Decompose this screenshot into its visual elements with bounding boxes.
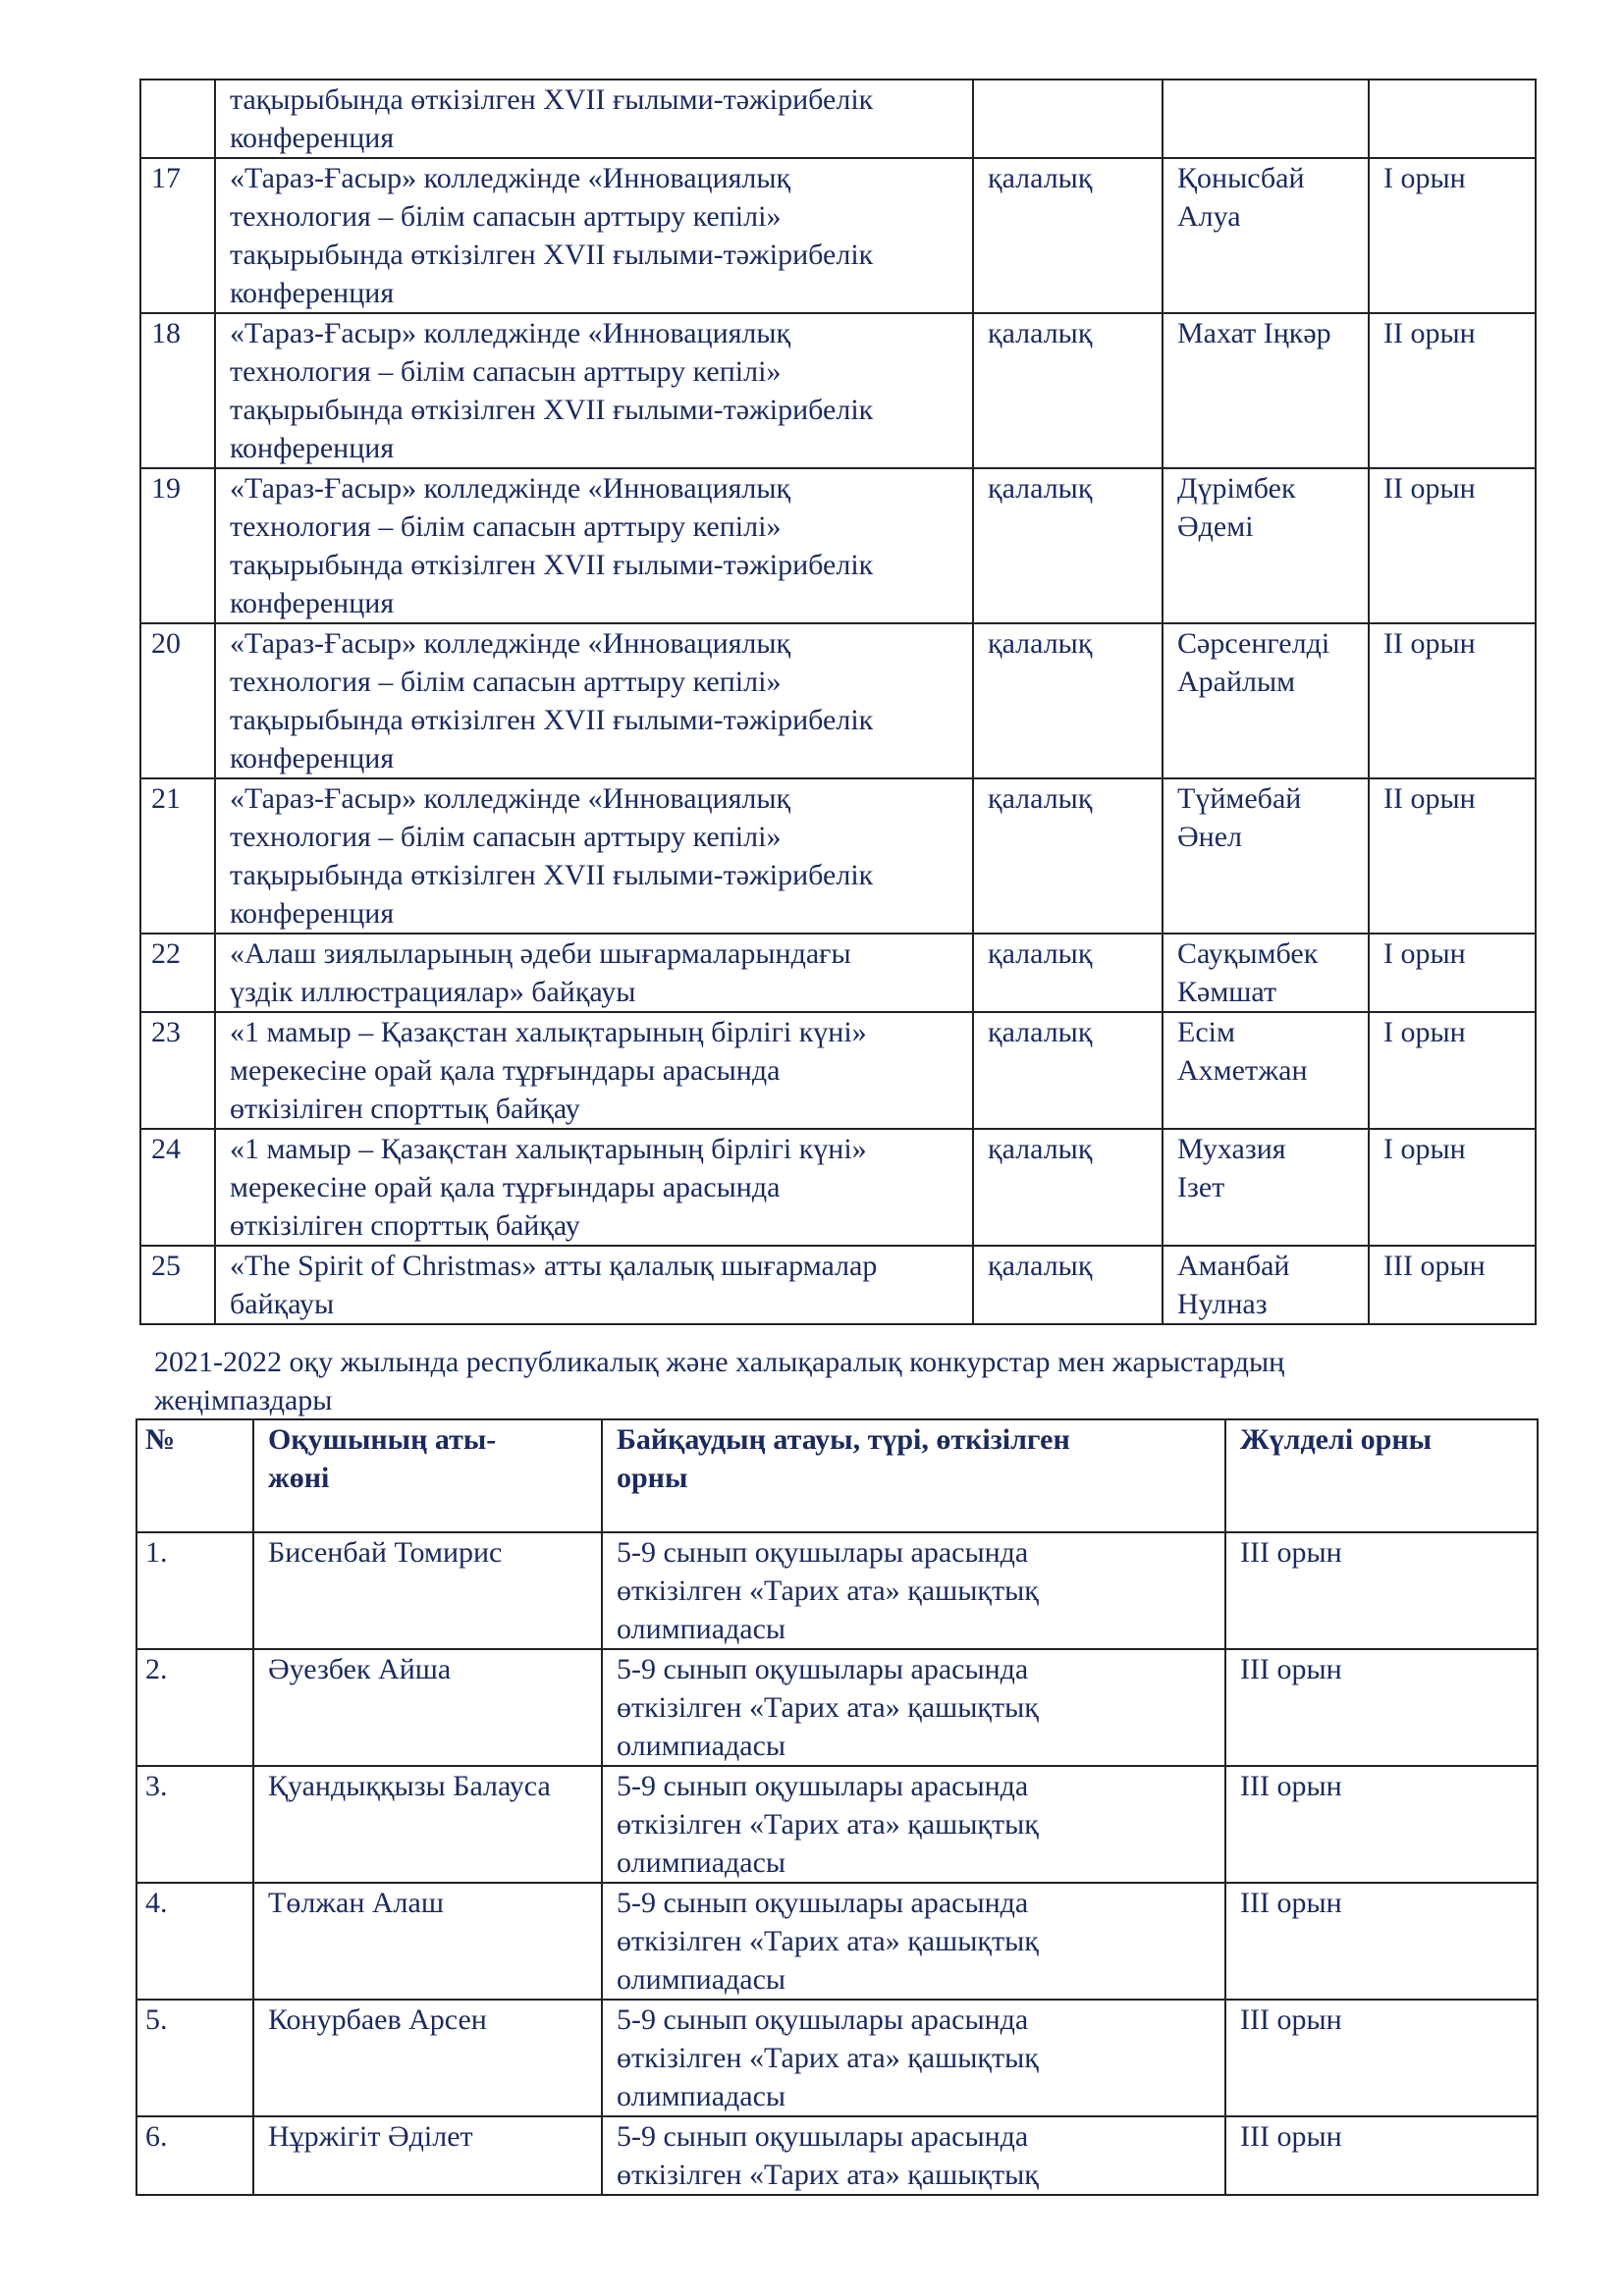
row-number: 17 <box>139 157 216 314</box>
row-number: 5. <box>135 1999 254 2117</box>
header-number: № <box>135 1418 254 1533</box>
row-number: 24 <box>139 1128 216 1247</box>
place-cell: III орын <box>1224 1999 1539 2117</box>
student-name-cell: Төлжан Алаш <box>252 1882 603 2001</box>
place-cell: I орын <box>1368 933 1537 1013</box>
header-competition: Байқаудың атауы, түрі, өткізілген орны <box>601 1418 1226 1533</box>
student-name-cell <box>1162 79 1370 159</box>
header-student-name: Оқушының аты- жөні <box>252 1418 603 1533</box>
place-cell: I орын <box>1368 1128 1537 1247</box>
table-row: 1. Бисенбай Томирис 5-9 сынып оқушылары ар… <box>135 1531 1539 1650</box>
place-cell: II орын <box>1368 467 1537 624</box>
student-name-cell: Сәрсенгелді Арайлым <box>1162 622 1370 779</box>
level-cell: қалалық <box>972 933 1164 1013</box>
competition-cell: 5-9 сынып оқушылары арасында өткізілген … <box>601 2115 1226 2196</box>
row-number: 4. <box>135 1882 254 2001</box>
event-cell: «1 мамыр – Қазақстан халықтарының бірліг… <box>214 1011 974 1130</box>
table-row: 17 «Тараз-Ғасыр» колледжінде «Инновациялы… <box>139 157 1537 314</box>
competition-results-table: тақырыбында өткізілген XVII ғылыми-тәжір… <box>139 79 1537 1325</box>
row-number: 23 <box>139 1011 216 1130</box>
student-name-cell: Конурбаев Арсен <box>252 1999 603 2117</box>
student-name-cell: Есім Ахметжан <box>1162 1011 1370 1130</box>
level-cell: қалалық <box>972 157 1164 314</box>
winners-table: № Оқушының аты- жөні Байқаудың атауы, тү… <box>135 1418 1539 2196</box>
competition-cell: 5-9 сынып оқушылары арасында өткізілген … <box>601 1531 1226 1650</box>
table-row: 25 «The Spirit of Christmas» атты қалалық… <box>139 1245 1537 1325</box>
level-cell: қалалық <box>972 467 1164 624</box>
place-cell: III орын <box>1224 1765 1539 1884</box>
row-number: 25 <box>139 1245 216 1325</box>
student-name-cell: Сауқымбек Кәмшат <box>1162 933 1370 1013</box>
row-number: 6. <box>135 2115 254 2196</box>
row-number: 2. <box>135 1648 254 1767</box>
event-cell: тақырыбында өткізілген XVII ғылыми-тәжір… <box>214 79 974 159</box>
student-name-cell: Махат Іңкәр <box>1162 312 1370 469</box>
place-cell: I орын <box>1368 157 1537 314</box>
place-cell: III орын <box>1368 1245 1537 1325</box>
student-name-cell: Бисенбай Томирис <box>252 1531 603 1650</box>
competition-cell: 5-9 сынып оқушылары арасында өткізілген … <box>601 1765 1226 1884</box>
event-cell: «Тараз-Ғасыр» колледжінде «Инновациялық … <box>214 777 974 934</box>
place-cell <box>1368 79 1537 159</box>
table-row: тақырыбында өткізілген XVII ғылыми-тәжір… <box>139 79 1537 159</box>
table-row: 6. Нұржігіт Әділет 5-9 сынып оқушылары ара… <box>135 2115 1539 2196</box>
event-cell: «Тараз-Ғасыр» колледжінде «Инновациялық … <box>214 622 974 779</box>
competition-cell: 5-9 сынып оқушылары арасында өткізілген … <box>601 1648 1226 1767</box>
row-number: 20 <box>139 622 216 779</box>
student-name-cell: Әуезбек Айша <box>252 1648 603 1767</box>
level-cell: қалалық <box>972 622 1164 779</box>
place-cell: II орын <box>1368 312 1537 469</box>
section-caption: 2021-2022 оқу жылында республикалық және… <box>154 1346 1285 1416</box>
student-name-cell: Түймебай Әнел <box>1162 777 1370 934</box>
student-name-cell: Мухазия Ізет <box>1162 1128 1370 1247</box>
row-number: 21 <box>139 777 216 934</box>
level-cell: қалалық <box>972 312 1164 469</box>
row-number: 19 <box>139 467 216 624</box>
place-cell: III орын <box>1224 1648 1539 1767</box>
place-cell: I орын <box>1368 1011 1537 1130</box>
event-cell: «Тараз-Ғасыр» колледжінде «Инновациялық … <box>214 157 974 314</box>
table-row: 21 «Тараз-Ғасыр» колледжінде «Инновациялы… <box>139 777 1537 934</box>
level-cell: қалалық <box>972 1128 1164 1247</box>
student-name-cell: Дүрімбек Әдемі <box>1162 467 1370 624</box>
table-header-row: № Оқушының аты- жөні Байқаудың атауы, тү… <box>135 1418 1539 1533</box>
table-row: 4. Төлжан Алаш 5-9 сынып оқушылары арасынд… <box>135 1882 1539 2001</box>
table-row: 22 «Алаш зиялыларының әдеби шығармаларынд… <box>139 933 1537 1013</box>
header-prize-place: Жүлделі орны <box>1224 1418 1539 1533</box>
student-name-cell: Қонысбай Алуа <box>1162 157 1370 314</box>
table-row: 20 «Тараз-Ғасыр» колледжінде «Инновациялы… <box>139 622 1537 779</box>
competition-cell: 5-9 сынып оқушылары арасында өткізілген … <box>601 1882 1226 2001</box>
place-cell: III орын <box>1224 1882 1539 2001</box>
competition-cell: 5-9 сынып оқушылары арасында өткізілген … <box>601 1999 1226 2117</box>
table-row: 5. Конурбаев Арсен 5-9 сынып оқушылары ара… <box>135 1999 1539 2117</box>
table-row: 19 «Тараз-Ғасыр» колледжінде «Инновациялы… <box>139 467 1537 624</box>
student-name-cell: Аманбай Нулназ <box>1162 1245 1370 1325</box>
place-cell: II орын <box>1368 777 1537 934</box>
table-row: 3. Қуандыққызы Балауса 5-9 сынып оқушылары… <box>135 1765 1539 1884</box>
row-number: 22 <box>139 933 216 1013</box>
level-cell: қалалық <box>972 1245 1164 1325</box>
place-cell: III орын <box>1224 1531 1539 1650</box>
level-cell: қалалық <box>972 777 1164 934</box>
place-cell: II орын <box>1368 622 1537 779</box>
event-cell: «The Spirit of Christmas» атты қалалық ш… <box>214 1245 974 1325</box>
row-number: 18 <box>139 312 216 469</box>
row-number <box>139 79 216 159</box>
event-cell: «1 мамыр – Қазақстан халықтарының бірліг… <box>214 1128 974 1247</box>
place-cell: III орын <box>1224 2115 1539 2196</box>
student-name-cell: Қуандыққызы Балауса <box>252 1765 603 1884</box>
event-cell: «Тараз-Ғасыр» колледжінде «Инновациялық … <box>214 467 974 624</box>
table-row: 2. Әуезбек Айша 5-9 сынып оқушылары арасын… <box>135 1648 1539 1767</box>
event-cell: «Алаш зиялыларының әдеби шығармаларындағ… <box>214 933 974 1013</box>
student-name-cell: Нұржігіт Әділет <box>252 2115 603 2196</box>
table-row: 18 «Тараз-Ғасыр» колледжінде «Инновациялы… <box>139 312 1537 469</box>
event-cell: «Тараз-Ғасыр» колледжінде «Инновациялық … <box>214 312 974 469</box>
table-row: 23 «1 мамыр – Қазақстан халықтарының бірл… <box>139 1011 1537 1130</box>
table-row: 24 «1 мамыр – Қазақстан халықтарының бірл… <box>139 1128 1537 1247</box>
row-number: 1. <box>135 1531 254 1650</box>
row-number: 3. <box>135 1765 254 1884</box>
level-cell: қалалық <box>972 1011 1164 1130</box>
level-cell <box>972 79 1164 159</box>
